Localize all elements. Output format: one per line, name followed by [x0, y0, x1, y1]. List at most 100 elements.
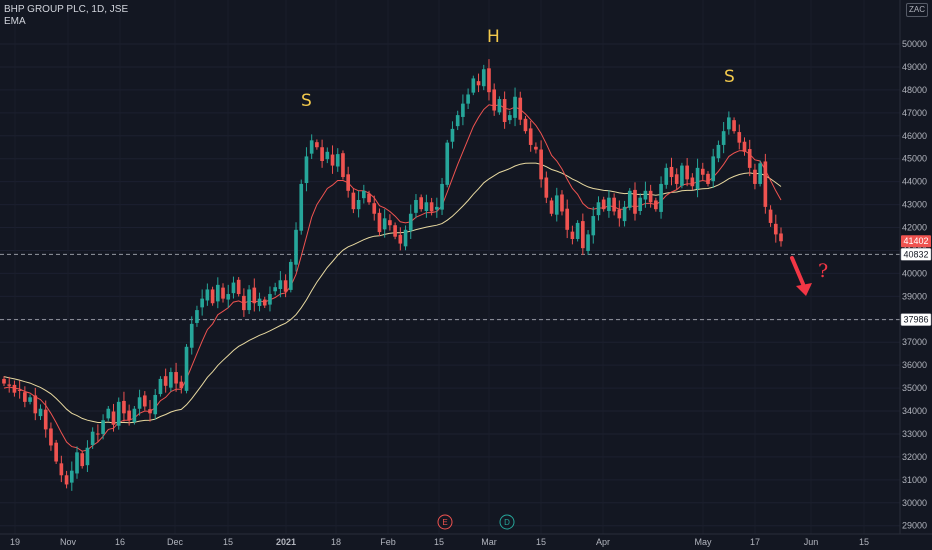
candle [654, 197, 658, 212]
candle [169, 367, 173, 392]
price-tick-label: 46000 [902, 131, 927, 141]
time-tick-label: Nov [60, 537, 77, 547]
candle [633, 182, 637, 221]
candle [106, 405, 111, 421]
candle [320, 139, 324, 168]
candle [674, 168, 679, 190]
candle [75, 446, 79, 479]
candle [414, 194, 418, 219]
candle [226, 284, 231, 308]
candle [122, 391, 126, 422]
candle [607, 190, 611, 218]
candle [33, 387, 38, 421]
candle [622, 200, 627, 227]
candle [90, 427, 95, 449]
candle [481, 64, 486, 91]
candle [127, 404, 131, 426]
candle [49, 422, 53, 451]
candle [518, 91, 523, 126]
candle [54, 439, 58, 464]
candle [523, 116, 528, 134]
candle [268, 286, 272, 312]
time-tick-label: 19 [10, 537, 20, 547]
candle [706, 171, 710, 187]
price-tick-label: 29000 [902, 521, 927, 531]
svg-text:E: E [442, 518, 447, 527]
candle [2, 376, 6, 386]
symbol-title[interactable]: BHP GROUP PLC, 1D, JSE [4, 4, 129, 15]
candle [424, 194, 429, 218]
time-tick-label: 17 [750, 537, 760, 547]
candle [627, 188, 632, 211]
price-tick-label: 39000 [902, 291, 927, 301]
candle [148, 400, 152, 422]
candle [716, 140, 721, 163]
price-tick-label: 33000 [902, 429, 927, 439]
candle [132, 405, 137, 425]
candle [408, 204, 413, 239]
candle [398, 227, 403, 251]
candle [382, 209, 387, 238]
candle [315, 139, 319, 150]
candle [43, 400, 48, 438]
candle [601, 196, 606, 212]
candle [502, 91, 507, 129]
candle [80, 450, 85, 469]
candle [727, 111, 731, 135]
indicator-legend[interactable]: EMA [4, 16, 26, 27]
time-tick-label: Dec [167, 537, 184, 547]
right-shoulder-label: S [724, 67, 735, 87]
candle [435, 197, 439, 218]
candle [304, 147, 309, 192]
candle [69, 461, 74, 491]
candle [231, 276, 236, 299]
candles [2, 59, 783, 491]
time-axis[interactable]: 19 Nov 16 Dec 15 2021 18 Feb 15 Mar 15 Apr May 17 Jun 1… [10, 537, 869, 547]
candle [283, 274, 288, 298]
candle [742, 137, 747, 156]
time-tick-label: 15 [859, 537, 869, 547]
candle [179, 375, 184, 394]
svg-text:40832: 40832 [903, 249, 928, 259]
head-label: H [487, 27, 500, 47]
candle [174, 362, 178, 392]
candle [700, 162, 705, 181]
price-axis[interactable]: 29000 30000 31000 32000 33000 34000 35000 36000… [902, 39, 927, 531]
dividend-marker[interactable]: D [499, 514, 515, 530]
price-tick-label: 37000 [902, 337, 927, 347]
candle [325, 147, 330, 164]
time-tick-label: Apr [596, 537, 610, 547]
candle [560, 190, 564, 216]
candle [695, 158, 700, 198]
down-arrow-icon [790, 256, 812, 296]
candle [711, 148, 716, 188]
price-tick-label: 43000 [902, 200, 927, 210]
candle [309, 134, 314, 160]
time-tick-label: Feb [380, 537, 396, 547]
candle [262, 296, 267, 308]
price-tick-label: 47000 [902, 108, 927, 118]
time-tick-label: 2021 [276, 537, 296, 547]
candle [617, 200, 622, 227]
price-tick-label: 45000 [902, 154, 927, 164]
horizontal-lines [0, 253, 900, 321]
candle [189, 316, 194, 355]
candle [12, 380, 17, 397]
candle [508, 110, 512, 125]
time-tick-label: Jun [804, 537, 819, 547]
svg-text:37986: 37986 [903, 315, 928, 325]
candle [330, 145, 335, 174]
currency-badge[interactable]: ZAC [906, 3, 928, 17]
candle [476, 73, 481, 93]
price-tick-label: 49000 [902, 62, 927, 72]
time-tick-label: Mar [481, 537, 497, 547]
candle [445, 139, 450, 188]
candle [278, 271, 283, 298]
candle [153, 389, 158, 420]
candle [596, 196, 601, 221]
level-price-label: 37986 [900, 313, 932, 326]
earnings-marker[interactable]: E [437, 514, 453, 530]
candle [184, 344, 189, 394]
candle [643, 181, 648, 208]
